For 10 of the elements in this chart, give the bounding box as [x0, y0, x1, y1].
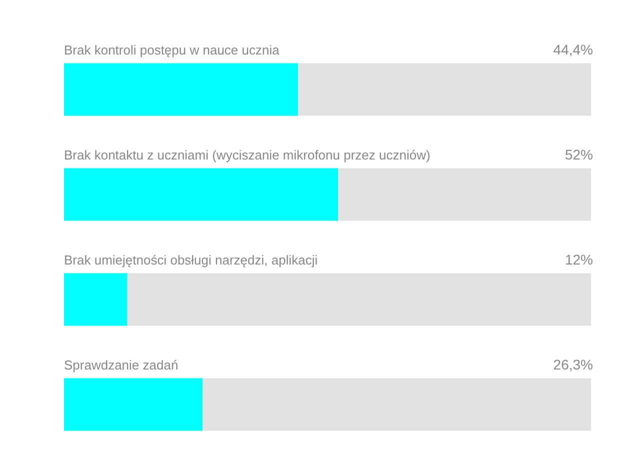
data-label: 44,4% — [553, 42, 593, 58]
y-tick-label: Sprawdzanie zadań — [64, 358, 178, 372]
y-tick-label: Brak umiejętności obsługi narzędzi, aplikacji — [64, 252, 318, 268]
data-label: 26,3% — [553, 356, 593, 372]
bar — [64, 378, 203, 431]
y-tick-label: Brak kontaktu z uczniami (wyciszanie mikrofonu przez uczniów) — [64, 148, 430, 162]
data-label: 12% — [564, 252, 593, 268]
y-tick-label: Brak kontroli postępu w nauce ucznia — [64, 42, 280, 58]
bar — [64, 273, 128, 326]
data-label: 52% — [564, 146, 593, 162]
